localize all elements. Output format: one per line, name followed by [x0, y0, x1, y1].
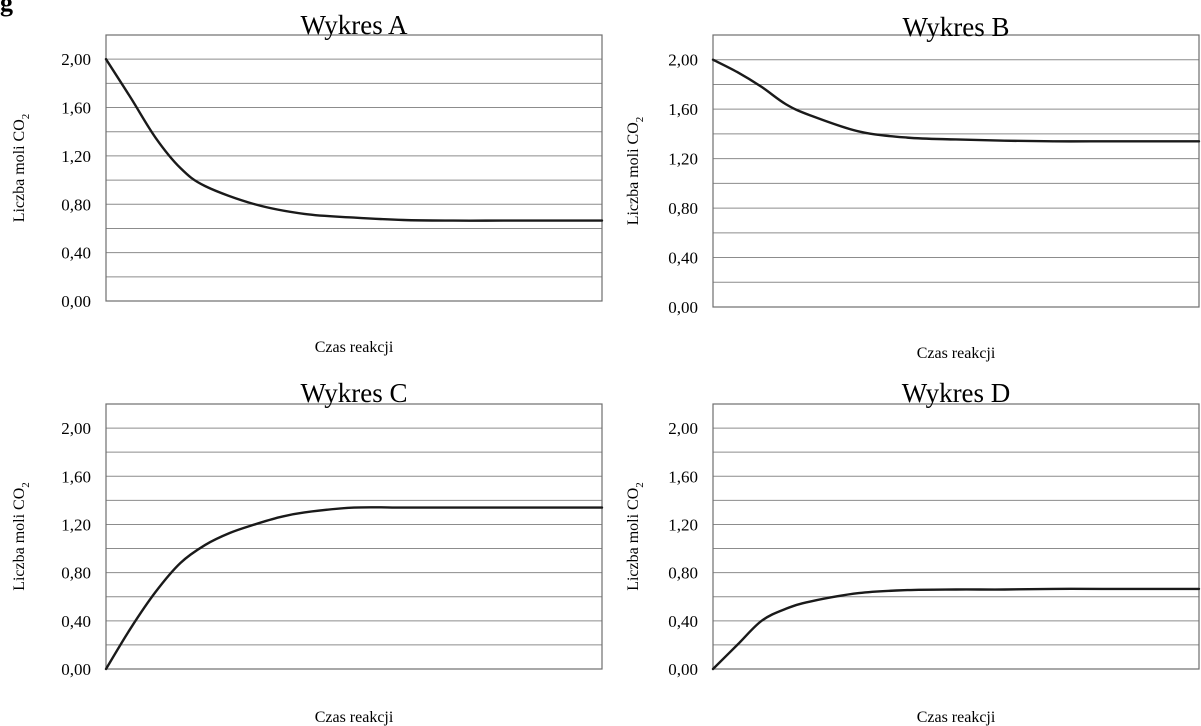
y-axis-label: Liczba moli CO2: [625, 117, 646, 226]
y-tick-label: 0,00: [668, 298, 698, 317]
series-line: [104, 506, 604, 671]
plot-frame: [105, 403, 603, 670]
y-tick-label: 0,40: [61, 612, 91, 631]
header-fragment: g: [0, 0, 13, 17]
series-line: [711, 58, 1201, 143]
y-tick-label: 1,20: [61, 515, 91, 534]
y-tick-label: 1,60: [61, 99, 91, 118]
y-tick-label: 1,60: [668, 467, 698, 486]
plot-frame: [712, 403, 1200, 670]
y-tick-label: 0,40: [668, 249, 698, 268]
chart-title: Wykres B: [902, 12, 1009, 42]
plot-frame: [105, 34, 603, 302]
y-tick-label: 0,00: [668, 660, 698, 679]
chart-panel-0: 0,00 0,40 0,80 1,20 1,60 2,00 Wykres A Czas rea…: [11, 10, 604, 356]
y-tick-label: 1,20: [668, 515, 698, 534]
x-axis-label: Czas reakcji: [315, 339, 394, 356]
x-axis-label: Czas reakcji: [917, 345, 996, 362]
y-tick-label: 0,80: [61, 195, 91, 214]
y-tick-label: 0,00: [61, 660, 91, 679]
y-tick-label: 0,40: [668, 612, 698, 631]
y-tick-label: 2,00: [61, 419, 91, 438]
y-tick-label: 0,80: [61, 564, 91, 583]
y-tick-label: 0,40: [61, 244, 91, 263]
series-line: [104, 57, 604, 222]
plot-frame: [712, 34, 1200, 308]
x-axis-label: Czas reakcji: [315, 709, 394, 726]
series-line: [711, 587, 1201, 671]
y-axis-label: Liczba moli CO2: [11, 114, 32, 223]
chart-title: Wykres A: [300, 10, 408, 40]
y-tick-label: 1,20: [61, 147, 91, 166]
y-tick-label: 2,00: [668, 51, 698, 70]
chart-panel-1: 0,00 0,40 0,80 1,20 1,60 2,00 Wykres B Czas rea…: [625, 12, 1201, 362]
y-tick-label: 2,00: [668, 419, 698, 438]
x-axis-label: Czas reakcji: [917, 709, 996, 726]
y-tick-label: 0,80: [668, 564, 698, 583]
y-tick-label: 1,60: [668, 100, 698, 119]
chart-title: Wykres D: [902, 378, 1011, 408]
y-tick-label: 2,00: [61, 50, 91, 69]
chart-title: Wykres C: [300, 378, 407, 408]
chart-panel-3: 0,00 0,40 0,80 1,20 1,60 2,00 Wykres D Czas rea…: [625, 378, 1201, 726]
y-tick-label: 0,80: [668, 199, 698, 218]
y-tick-label: 1,60: [61, 467, 91, 486]
y-axis-label: Liczba moli CO2: [11, 482, 32, 591]
y-tick-label: 1,20: [668, 150, 698, 169]
chart-panel-2: 0,00 0,40 0,80 1,20 1,60 2,00 Wykres C Czas rea…: [11, 378, 604, 726]
y-axis-label: Liczba moli CO2: [625, 482, 646, 591]
y-tick-label: 0,00: [61, 292, 91, 311]
